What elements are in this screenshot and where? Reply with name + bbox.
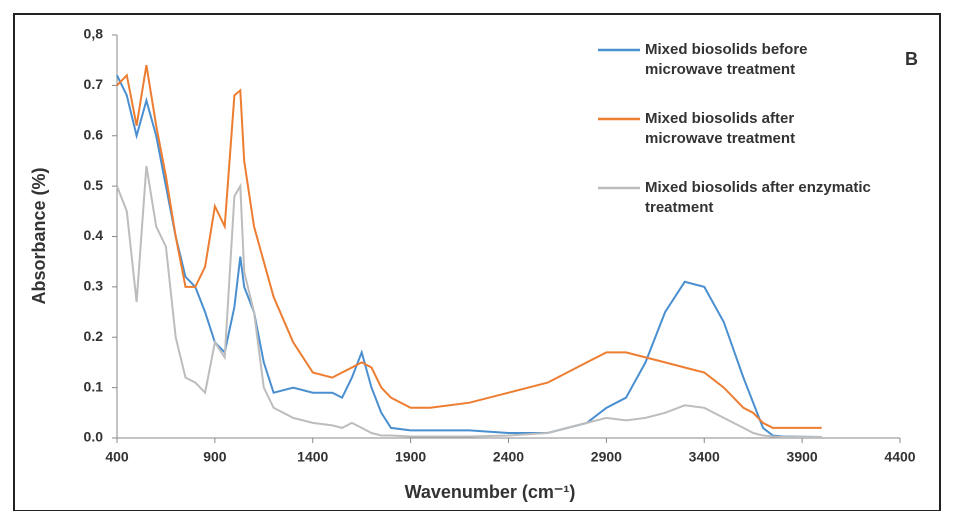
x-tick-label: 2400 [493, 449, 524, 465]
legend-label: Mixed biosolids before microwave treatme… [645, 41, 808, 78]
x-tick-label: 1900 [395, 449, 426, 465]
series-line [116, 165, 822, 438]
y-tick-label: 0,8 [84, 26, 104, 42]
y-tick-label: 0.4 [84, 227, 104, 243]
x-tick-label: 900 [203, 449, 227, 465]
y-tick-label: 0.1 [84, 378, 104, 394]
legend-label: Mixed biosolids after microwave treatmen… [645, 110, 796, 147]
x-tick-label: 3900 [787, 449, 818, 465]
x-tick-label: 2900 [591, 449, 622, 465]
x-tick-label: 3400 [689, 449, 720, 465]
y-axis-label: Absorbance (%) [29, 167, 49, 304]
y-tick-label: 0.2 [84, 328, 104, 344]
x-axis-label: Wavenumber (cm⁻¹) [405, 482, 576, 502]
panel-label: B [905, 49, 918, 69]
x-tick-label: 400 [105, 449, 129, 465]
x-tick-label: 1400 [297, 449, 328, 465]
legend-label: Mixed biosolids after enzymatic treatmen… [645, 179, 871, 216]
y-tick-label: 0.3 [84, 278, 104, 294]
x-tick-label: 4400 [884, 449, 915, 465]
y-tick-label: 0.5 [84, 177, 104, 193]
frame [13, 13, 941, 511]
y-tick-label: 0.7 [84, 76, 104, 92]
series-line [116, 65, 822, 429]
y-tick-label: 0.6 [84, 126, 104, 142]
y-tick-label: 0.0 [84, 429, 104, 445]
